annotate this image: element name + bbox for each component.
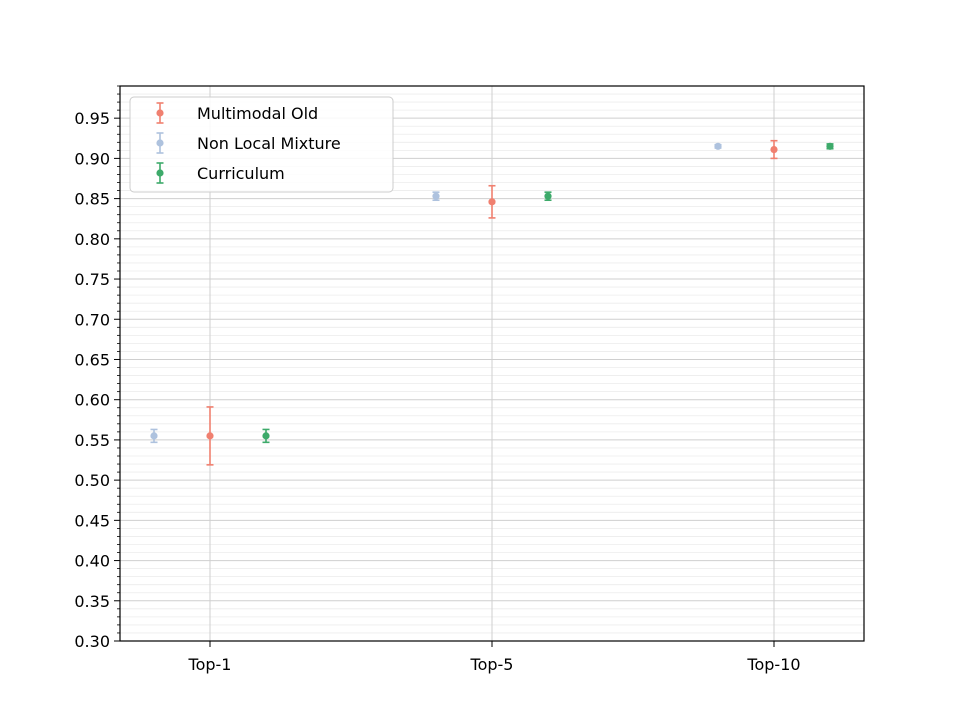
legend-marker — [156, 109, 164, 117]
y-tick-label: 0.50 — [74, 471, 110, 490]
y-tick-label: 0.35 — [74, 592, 110, 611]
data-point — [432, 192, 440, 200]
data-point — [206, 432, 214, 440]
legend-label: Curriculum — [197, 164, 285, 183]
data-point — [488, 198, 496, 206]
errorbar-point — [150, 428, 158, 444]
legend-entry: Curriculum — [156, 162, 285, 184]
data-point — [262, 432, 270, 440]
y-tick-label: 0.40 — [74, 552, 110, 571]
legend-marker — [156, 139, 164, 147]
errorbar-point — [544, 191, 552, 202]
y-tick-label: 0.85 — [74, 190, 110, 209]
major-gridlines — [120, 86, 864, 642]
errorbar-point — [714, 142, 722, 150]
y-tick-label: 0.30 — [74, 632, 110, 651]
data-point — [544, 192, 552, 200]
legend-label: Non Local Mixture — [197, 134, 341, 153]
errorbar-point — [262, 428, 270, 444]
y-tick-label: 0.55 — [74, 431, 110, 450]
data-point — [150, 432, 158, 440]
legend-entry: Non Local Mixture — [156, 132, 341, 154]
y-tick-label: 0.75 — [74, 270, 110, 289]
x-tick-label: Top-10 — [746, 655, 800, 674]
data-marks — [150, 139, 834, 466]
x-axis: Top-1 Top-5 Top-10 — [188, 641, 801, 674]
data-point — [770, 145, 778, 154]
legend-marker — [156, 169, 164, 177]
y-tick-label: 0.60 — [74, 391, 110, 410]
legend-label: Multimodal Old — [197, 104, 318, 123]
legend-entry: Multimodal Old — [156, 102, 318, 124]
errorbar-point — [826, 142, 834, 150]
legend-box — [129, 96, 394, 193]
legend: Multimodal Old Non Local Mixture Curriculu… — [129, 96, 394, 193]
y-tick-label: 0.70 — [74, 310, 110, 329]
y-tick-label: 0.80 — [74, 230, 110, 249]
y-axis: 0.30 0.35 0.40 0.45 0.50 0.55 0.60 0.65 0.70 0.75… — [74, 85, 120, 651]
errorbar-point — [206, 406, 214, 466]
errorbar-point — [488, 184, 496, 219]
x-tick-label: Top-5 — [470, 655, 514, 674]
errorbar-point — [770, 139, 778, 160]
data-point — [714, 142, 722, 150]
data-point — [826, 142, 834, 150]
errorbar-point — [432, 191, 440, 202]
y-tick-label: 0.65 — [74, 350, 110, 369]
y-tick-label: 0.45 — [74, 511, 110, 530]
y-tick-label: 0.90 — [74, 149, 110, 168]
y-tick-label: 0.95 — [74, 109, 110, 128]
x-tick-label: Top-1 — [188, 655, 232, 674]
